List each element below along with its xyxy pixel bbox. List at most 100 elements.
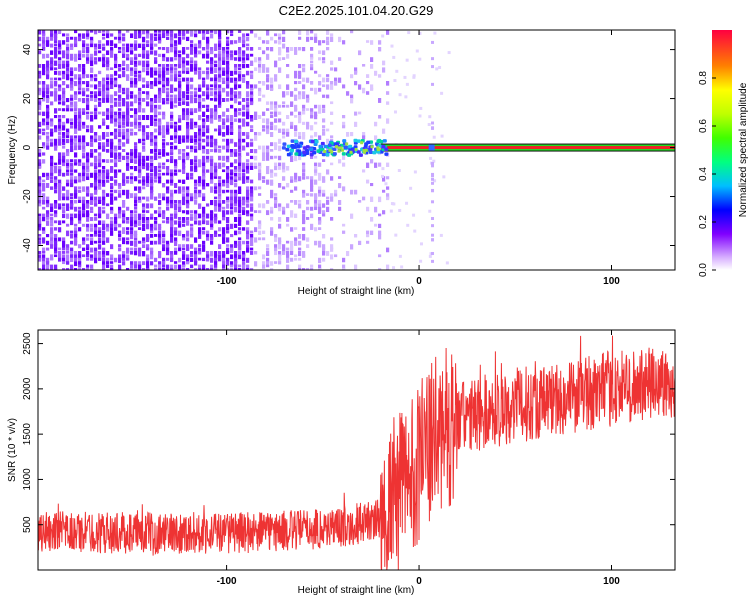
heatmap-cell xyxy=(154,115,158,118)
heatmap-cell xyxy=(226,84,230,89)
heatmap-cell xyxy=(46,247,50,251)
heatmap-cell xyxy=(38,36,42,42)
heatmap-cell xyxy=(378,74,382,78)
heatmap-cell xyxy=(282,186,286,190)
heatmap-cell xyxy=(98,200,102,205)
heatmap-cell xyxy=(38,81,42,85)
heatmap-cell xyxy=(218,189,222,193)
heatmap-cell xyxy=(194,217,198,220)
heatmap-cell xyxy=(182,108,186,112)
heatmap-cell xyxy=(370,87,374,91)
heatmap-cell xyxy=(102,237,106,242)
heatmap-cell xyxy=(114,64,118,69)
heatmap-cell xyxy=(142,138,146,142)
heatmap-cell xyxy=(166,166,170,171)
heatmap-cell xyxy=(294,254,298,258)
heatmap-cell xyxy=(266,166,270,170)
heatmap-cell xyxy=(106,227,110,232)
heatmap-cell xyxy=(166,152,170,156)
heatmap-cell xyxy=(102,60,106,66)
heatmap-cell xyxy=(262,203,266,209)
heatmap-cell xyxy=(174,220,178,225)
heatmap-cell xyxy=(282,169,286,173)
heatmap-cell xyxy=(138,227,142,231)
heatmap-cell xyxy=(242,33,246,38)
heatmap-cell xyxy=(270,268,274,270)
heatmap-cell xyxy=(250,230,254,234)
heatmap-cell xyxy=(90,115,94,121)
heatmap-cell xyxy=(270,77,274,82)
heatmap-cell xyxy=(126,43,130,47)
heatmap-cell xyxy=(226,179,230,184)
heatmap-cell xyxy=(66,135,70,139)
heatmap-cell xyxy=(214,98,218,102)
heatmap-cell xyxy=(122,189,126,196)
heatmap-cell xyxy=(158,53,162,58)
heatmap-cell xyxy=(94,94,98,100)
heatmap-cell xyxy=(274,251,278,256)
heatmap-cell xyxy=(362,196,366,201)
heatmap-cell xyxy=(314,121,318,125)
heatmap-cell xyxy=(246,162,250,167)
heatmap-cell xyxy=(122,142,126,147)
heatmap-cell xyxy=(158,227,162,231)
heatmap-cell xyxy=(242,227,246,231)
heatmap-cell xyxy=(218,200,222,206)
heatmap-cell xyxy=(206,74,210,80)
heatmap-cell xyxy=(42,159,46,164)
heatmap-cell xyxy=(134,145,138,152)
heatmap-cell xyxy=(381,144,386,149)
heatmap-cell xyxy=(122,43,126,47)
heatmap-cell xyxy=(106,77,110,81)
heatmap-cell xyxy=(246,81,250,86)
heatmap-cell xyxy=(198,220,202,226)
heatmap-cell xyxy=(130,101,134,107)
heatmap-cell xyxy=(38,183,42,187)
heatmap-cell xyxy=(190,98,194,104)
y-tick-label: -40 xyxy=(22,238,33,253)
heatmap-cell xyxy=(86,186,90,192)
heatmap-cell xyxy=(230,176,234,181)
heatmap-cell xyxy=(38,30,42,35)
heatmap-cell xyxy=(222,240,226,244)
heatmap-cell xyxy=(142,30,146,35)
heatmap-cell xyxy=(162,87,166,94)
heatmap-cell xyxy=(226,149,230,153)
heatmap-cell xyxy=(302,217,306,223)
heatmap-cell xyxy=(126,132,130,138)
heatmap-cell xyxy=(66,128,70,134)
heatmap-cell xyxy=(270,115,274,119)
heatmap-cell xyxy=(62,74,66,80)
heatmap-cell xyxy=(294,186,298,191)
heatmap-cell xyxy=(306,94,310,101)
colorbar-ticks: 0.00.20.40.60.8 xyxy=(698,71,716,277)
heatmap-cell xyxy=(134,57,138,60)
heatmap-cell xyxy=(162,261,166,265)
heatmap-cell xyxy=(386,247,390,253)
heatmap-cell xyxy=(134,74,138,77)
heatmap-cell xyxy=(130,240,134,246)
heatmap-cell xyxy=(210,149,214,153)
heatmap-cell xyxy=(278,237,282,242)
heatmap-cell xyxy=(282,30,286,35)
heatmap-cell xyxy=(294,237,298,241)
heatmap-cell xyxy=(138,108,142,113)
heatmap-cell xyxy=(146,196,150,202)
heatmap-cell xyxy=(138,166,142,172)
heatmap-cell xyxy=(310,81,314,85)
heatmap-cell xyxy=(110,230,114,236)
heatmap-cell xyxy=(310,30,314,34)
heatmap-cell xyxy=(322,125,326,129)
heatmap-cell xyxy=(94,155,98,162)
heatmap-cell xyxy=(142,251,146,257)
heatmap-cell xyxy=(322,40,326,44)
x-tick-label: -100 xyxy=(217,276,237,287)
heatmap-cell xyxy=(190,43,194,49)
heatmap-cell xyxy=(106,81,110,86)
heatmap-cell xyxy=(218,145,222,149)
heatmap-cell xyxy=(270,132,274,138)
heatmap-cell xyxy=(242,268,246,270)
heatmap-cell xyxy=(330,254,334,260)
heatmap-cell xyxy=(366,81,370,85)
heatmap-cell xyxy=(286,257,290,263)
